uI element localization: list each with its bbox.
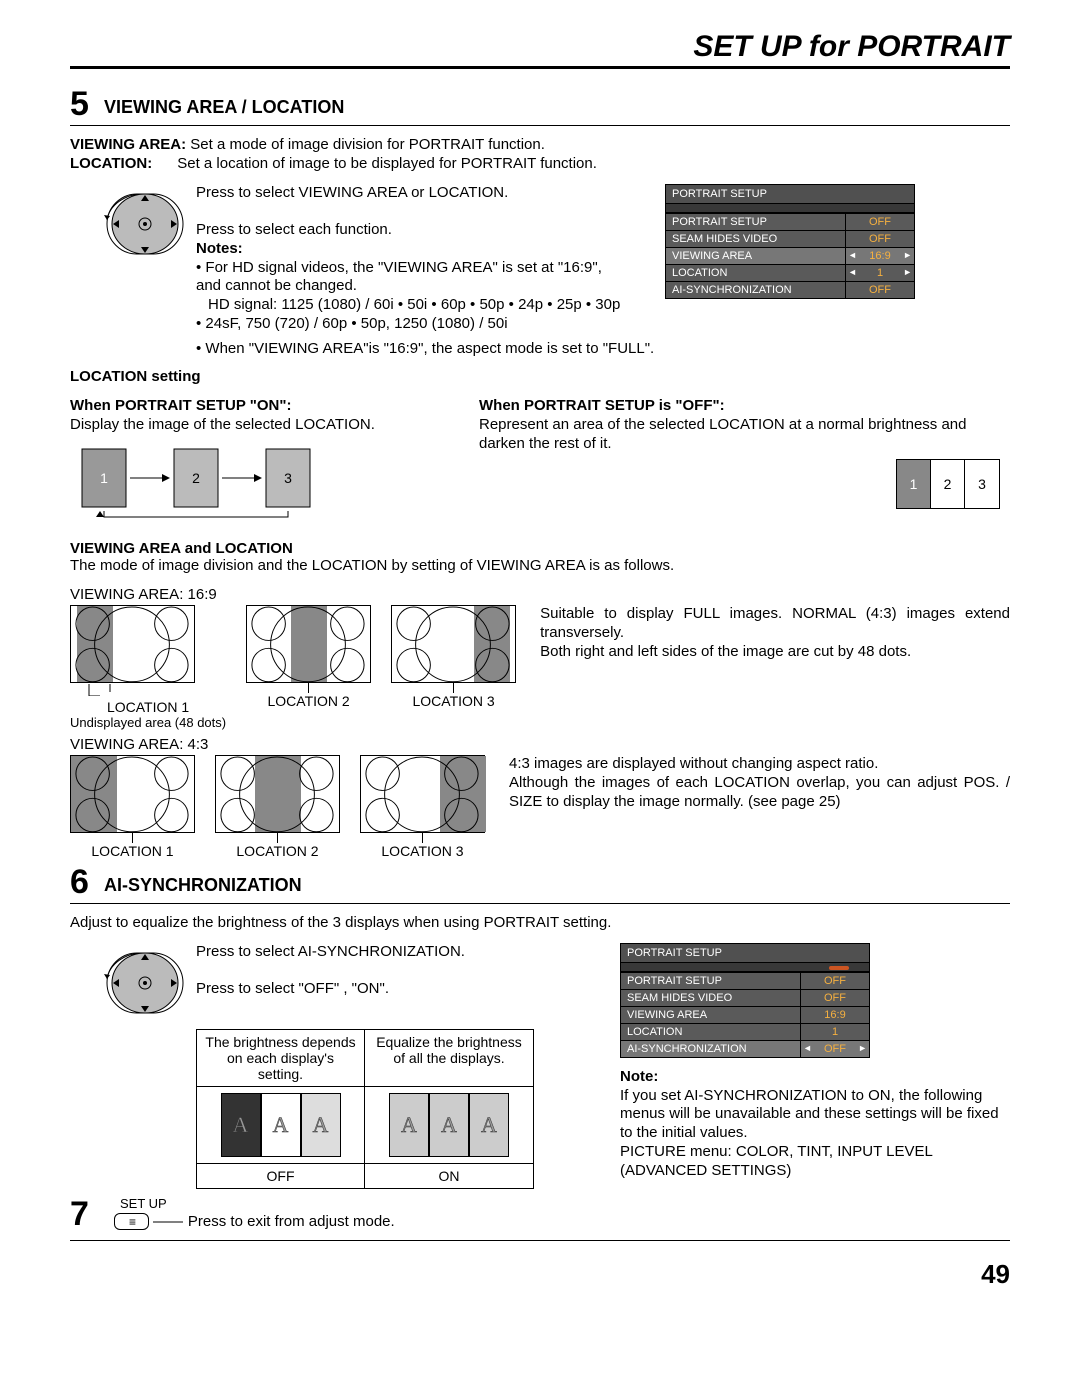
osd-menu-2: PORTRAIT SETUP PORTRAIT SETUPOFFSEAM HID… <box>620 943 870 1058</box>
loc2-label: LOCATION 2 <box>246 693 371 709</box>
osd-row: SEAM HIDES VIDEOOFF <box>621 989 869 1006</box>
loc-desc: Set a location of image to be displayed … <box>177 155 597 172</box>
pattern-169-2 <box>246 605 371 683</box>
loc-label: LOCATION: <box>70 155 152 172</box>
step-number-6: 6 <box>70 865 104 899</box>
svg-text:1: 1 <box>100 470 108 486</box>
step-5-title: VIEWING AREA / LOCATION <box>104 87 344 118</box>
osd-menu2-title: PORTRAIT SETUP <box>621 944 869 962</box>
ai-press2: Press to select "OFF" , "ON". <box>196 980 389 997</box>
desc-169b: Both right and left sides of the image a… <box>540 643 911 660</box>
va-43-label: VIEWING AREA: 4:3 <box>70 736 1010 753</box>
page-number: 49 <box>70 1259 1010 1290</box>
osd-menu-title: PORTRAIT SETUP <box>666 185 914 203</box>
osd-row: LOCATION1 <box>621 1023 869 1040</box>
step-number-5: 5 <box>70 87 104 121</box>
press-line-1: Press to select VIEWING AREA or LOCATION… <box>196 184 508 201</box>
undisp-label: Undisplayed area (48 dots) <box>70 715 226 730</box>
va-169-label: VIEWING AREA: 16:9 <box>70 586 1010 603</box>
loc2-label-b: LOCATION 2 <box>215 843 340 859</box>
va-loc-t: The mode of image division and the LOCAT… <box>70 557 1010 576</box>
pattern-169-3 <box>391 605 516 683</box>
osd-row: VIEWING AREA16:9◄► <box>666 247 914 264</box>
desc-169a: Suitable to display FULL images. NORMAL … <box>540 605 1010 641</box>
press-exit: Press to exit from adjust mode. <box>188 1213 395 1230</box>
osd-row: LOCATION1◄► <box>666 264 914 281</box>
press-line-2: Press to select each function. <box>196 221 392 238</box>
triplet-off: 123 <box>896 459 1000 509</box>
loc3-label: LOCATION 3 <box>391 693 516 709</box>
pattern-43-1 <box>70 755 195 833</box>
when-on-h: When PORTRAIT SETUP "ON": <box>70 397 465 416</box>
osd-menu-1: PORTRAIT SETUP PORTRAIT SETUPOFFSEAM HID… <box>665 184 915 299</box>
ai-table: The brightness depends on each display's… <box>196 1029 534 1189</box>
when-on-t: Display the image of the selected LOCATI… <box>70 416 465 435</box>
svg-text:3: 3 <box>284 470 292 486</box>
when-off-t: Represent an area of the selected LOCATI… <box>479 416 1010 454</box>
osd-row: PORTRAIT SETUPOFF <box>621 972 869 989</box>
desc-43b: Although the images of each LOCATION ove… <box>509 774 1010 810</box>
note-1: • For HD signal videos, the "VIEWING ARE… <box>196 259 602 295</box>
on-diagram: 1 2 3 <box>70 441 330 521</box>
ai-note-t1: If you set AI-SYNCHRONIZATION to ON, the… <box>620 1087 999 1142</box>
ai-press1: Press to select AI-SYNCHRONIZATION. <box>196 943 465 960</box>
note-1b: HD signal: 1125 (1080) / 60i • 50i • 60p… <box>196 296 620 332</box>
ai-note-t2: PICTURE menu: COLOR, TINT, INPUT LEVEL (… <box>620 1143 932 1179</box>
va-desc: Set a mode of image division for PORTRAI… <box>190 136 545 153</box>
note-2: • When "VIEWING AREA"is "16:9", the aspe… <box>196 340 654 357</box>
ai-intro: Adjust to equalize the brightness of the… <box>70 914 1010 933</box>
osd-row: PORTRAIT SETUPOFF <box>666 213 914 230</box>
ai-tbl-r: Equalize the brightness of all the displ… <box>365 1030 533 1086</box>
loc3-label-b: LOCATION 3 <box>360 843 485 859</box>
loc1-label-b: LOCATION 1 <box>70 843 195 859</box>
osd-row: VIEWING AREA16:9 <box>621 1006 869 1023</box>
dial-icon-2 <box>104 943 186 1023</box>
ai-note-h: Note: <box>620 1068 658 1085</box>
loc1-label: LOCATION 1 <box>70 699 226 715</box>
notes-heading: Notes: <box>196 240 243 257</box>
setup-label: SET UP <box>120 1196 395 1211</box>
desc-43a: 4:3 images are displayed without changin… <box>509 755 878 772</box>
pattern-169-1 <box>70 605 195 683</box>
osd-row: AI-SYNCHRONIZATIONOFF <box>666 281 914 298</box>
step-6-title: AI-SYNCHRONIZATION <box>104 865 302 896</box>
osd-row: AI-SYNCHRONIZATIONOFF◄► <box>621 1040 869 1057</box>
page-header: SET UP for PORTRAIT <box>70 30 1010 69</box>
ai-tbl-l: The brightness depends on each display's… <box>197 1030 365 1086</box>
step-number-7: 7 <box>70 1197 104 1231</box>
osd-row: SEAM HIDES VIDEOOFF <box>666 230 914 247</box>
setup-button-icon <box>114 1213 149 1230</box>
location-setting-h: LOCATION setting <box>70 368 1010 387</box>
va-label: VIEWING AREA: <box>70 136 186 153</box>
va-loc-h: VIEWING AREA and LOCATION <box>70 540 1010 557</box>
ai-on: ON <box>365 1164 533 1188</box>
ai-off: OFF <box>197 1164 365 1188</box>
pattern-43-3 <box>360 755 485 833</box>
svg-text:2: 2 <box>192 470 200 486</box>
dial-icon <box>104 184 186 264</box>
when-off-h: When PORTRAIT SETUP is "OFF": <box>479 397 1010 416</box>
pattern-43-2 <box>215 755 340 833</box>
